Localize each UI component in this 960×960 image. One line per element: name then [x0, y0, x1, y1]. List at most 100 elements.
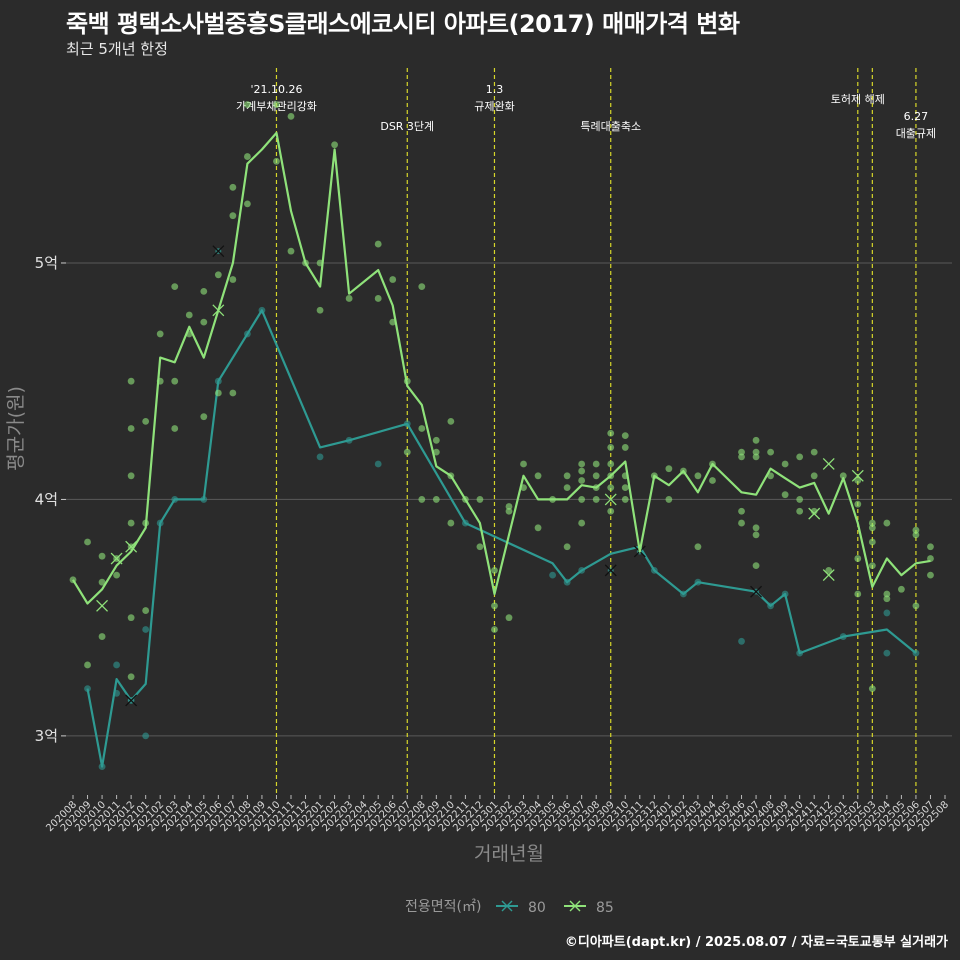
data-point-85 — [229, 183, 237, 191]
data-point-85 — [142, 607, 150, 614]
data-point-85 — [607, 429, 615, 437]
data-point-85 — [781, 460, 789, 468]
data-point-85 — [665, 496, 673, 503]
data-point-85 — [592, 460, 600, 468]
data-point-85 — [621, 444, 629, 451]
data-point-85 — [912, 526, 920, 534]
data-point-85 — [171, 377, 179, 385]
data-point-85 — [84, 661, 91, 669]
data-point-85 — [810, 448, 818, 456]
data-point-85 — [491, 602, 498, 610]
data-point-85 — [738, 453, 745, 461]
data-point-80 — [883, 649, 891, 657]
data-point-85 — [694, 543, 702, 551]
data-point-85 — [127, 614, 135, 622]
data-point-85 — [694, 472, 702, 480]
data-point-85 — [607, 444, 615, 451]
data-point-85 — [578, 519, 586, 527]
data-point-85 — [98, 578, 106, 586]
data-point-85 — [854, 500, 862, 508]
data-point-85 — [825, 566, 833, 574]
event-label: 토허제 해제 — [831, 92, 885, 106]
data-point-85 — [854, 555, 862, 562]
cross-marker-85 — [604, 493, 617, 506]
data-point-85 — [214, 271, 222, 279]
data-point-85 — [592, 496, 600, 503]
data-point-85 — [898, 585, 905, 593]
data-point-85 — [578, 460, 586, 468]
data-point-85 — [752, 453, 760, 461]
data-point-85 — [563, 472, 571, 480]
data-point-85 — [244, 200, 251, 208]
data-point-80 — [316, 453, 324, 461]
source-caption: ©디아파트(dapt.kr) / 2025.08.07 / 자료=국토교통부 실… — [564, 935, 948, 950]
data-point-85 — [127, 472, 135, 480]
data-point-85 — [127, 519, 135, 527]
event-label: 규제완화 — [474, 100, 514, 113]
y-tick-label: 4억 — [35, 490, 58, 508]
data-point-85 — [665, 465, 673, 473]
data-point-85 — [534, 524, 542, 532]
legend-cross-b — [569, 900, 581, 912]
data-point-85 — [868, 562, 876, 570]
cross-marker-80 — [125, 694, 138, 707]
data-point-80 — [113, 661, 120, 669]
data-point-85 — [403, 448, 411, 456]
data-point-85 — [607, 507, 615, 515]
data-point-85 — [171, 283, 179, 291]
data-point-85 — [244, 101, 251, 108]
data-point-85 — [171, 425, 179, 432]
data-point-85 — [912, 531, 920, 539]
data-point-85 — [563, 484, 571, 492]
data-point-85 — [287, 247, 295, 255]
chart-subtitle: 최근 5개년 한정 — [66, 40, 168, 58]
data-point-85 — [505, 507, 513, 515]
data-point-85 — [839, 472, 847, 480]
data-point-85 — [534, 472, 542, 480]
data-point-85 — [418, 283, 426, 291]
cross-marker-85 — [96, 599, 109, 612]
chart-title: 죽백 평택소사벌중흥S클래스에코시티 아파트(2017) 매매가격 변화 — [66, 10, 740, 38]
data-point-85 — [868, 524, 876, 532]
data-point-80 — [738, 637, 745, 645]
event-label: 1.3 — [486, 83, 504, 96]
data-point-85 — [432, 436, 440, 444]
legend-label-85: 85 — [596, 900, 614, 916]
data-point-85 — [621, 432, 629, 439]
x-axis-title: 거래년월 — [474, 843, 544, 865]
data-point-85 — [127, 377, 135, 385]
data-point-85 — [883, 595, 891, 603]
event-label: 특례대출축소 — [580, 120, 641, 133]
data-point-85 — [621, 496, 629, 503]
data-point-85 — [98, 552, 106, 560]
data-point-85 — [374, 295, 382, 302]
cross-marker-85 — [808, 507, 821, 520]
data-point-85 — [520, 460, 527, 468]
data-point-85 — [767, 448, 774, 456]
data-point-85 — [563, 543, 571, 551]
data-point-85 — [738, 448, 745, 456]
data-point-85 — [418, 425, 426, 432]
cross-marker-85 — [851, 469, 864, 482]
data-point-85 — [476, 496, 484, 503]
y-tick-label: 3억 — [35, 727, 58, 745]
data-point-85 — [738, 507, 745, 515]
data-point-85 — [912, 602, 920, 610]
cross-marker-85 — [110, 552, 123, 565]
data-point-85 — [84, 538, 91, 546]
data-point-85 — [316, 306, 324, 314]
data-point-85 — [491, 626, 498, 633]
data-point-80 — [883, 609, 891, 617]
series-line-85 — [72, 131, 931, 605]
data-point-85 — [868, 538, 876, 546]
data-point-85 — [244, 153, 251, 160]
legend-cross-b — [501, 900, 513, 912]
data-point-85 — [810, 472, 818, 480]
data-point-85 — [127, 673, 135, 681]
data-point-85 — [868, 519, 876, 527]
data-point-85 — [476, 543, 484, 551]
cross-marker-85 — [212, 304, 225, 317]
data-point-85 — [752, 436, 760, 444]
data-point-85 — [607, 484, 615, 492]
